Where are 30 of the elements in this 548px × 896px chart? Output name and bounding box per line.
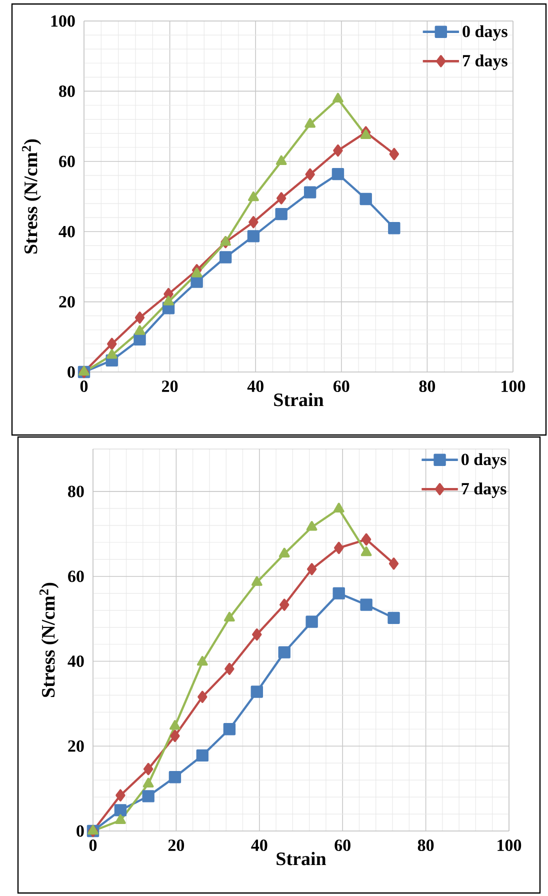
x-tick-label: 40 bbox=[247, 380, 264, 392]
y-tick-label: 80 bbox=[68, 486, 84, 498]
x-tick-label: 100 bbox=[502, 380, 526, 392]
legend-label: 0 days bbox=[462, 453, 506, 469]
x-tick-label: 20 bbox=[168, 840, 184, 852]
y-tick-label: 0 bbox=[68, 366, 75, 378]
y-axis-title: Stress (N/cm$^{2}$) bbox=[39, 582, 59, 698]
y-tick-label: 40 bbox=[58, 226, 75, 238]
y-tick-label: 40 bbox=[68, 655, 84, 667]
legend-label: 7 days bbox=[462, 482, 506, 498]
legend-label: 0 days bbox=[462, 25, 508, 41]
legend-label: 7 days bbox=[462, 54, 508, 70]
x-axis-title: Strain bbox=[274, 392, 324, 406]
x-tick-label: 0 bbox=[89, 840, 97, 852]
x-tick-label: 60 bbox=[334, 840, 350, 852]
y-tick-label: 60 bbox=[59, 156, 75, 168]
x-tick-label: 100 bbox=[498, 840, 522, 852]
x-tick-label: 80 bbox=[419, 380, 436, 392]
y-tick-label: 20 bbox=[59, 296, 75, 308]
y-tick-label: 80 bbox=[59, 85, 75, 97]
x-tick-label: 80 bbox=[418, 840, 434, 852]
y-tick-label: 20 bbox=[68, 740, 84, 752]
x-axis-title: Strain bbox=[276, 852, 326, 866]
y-tick-label: 100 bbox=[51, 15, 75, 27]
x-tick-label: 20 bbox=[162, 380, 178, 392]
x-tick-label: 40 bbox=[251, 840, 268, 852]
y-axis-title: Stress (N/cm$^{2}$) bbox=[22, 139, 42, 254]
y-tick-label: 0 bbox=[76, 825, 84, 837]
x-tick-label: 60 bbox=[333, 380, 350, 392]
y-tick-label: 60 bbox=[68, 570, 84, 582]
